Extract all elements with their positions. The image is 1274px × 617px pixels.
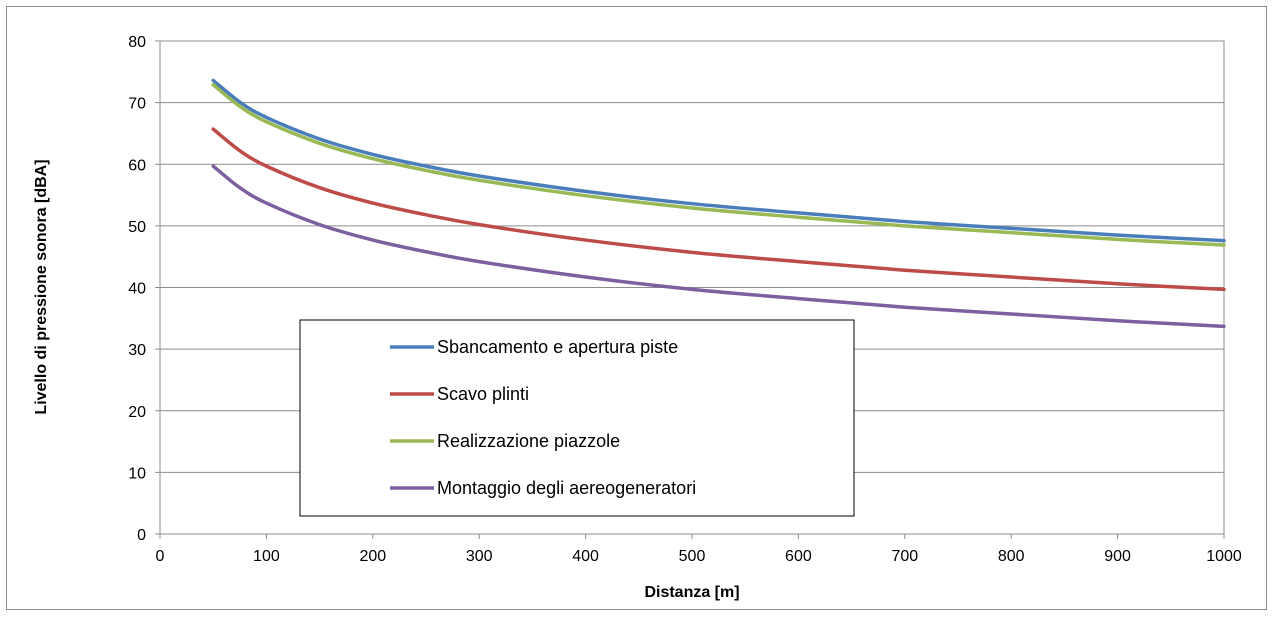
legend-label: Scavo plinti xyxy=(437,384,529,404)
y-tick-label: 80 xyxy=(128,34,146,51)
legend: Sbancamento e apertura piste Scavo plinti… xyxy=(299,319,855,517)
y-tick-label: 20 xyxy=(128,404,146,421)
series-line-montaggio-degli-aereogeneratori xyxy=(211,164,1226,329)
legend-box xyxy=(299,319,855,517)
x-tick-label: 0 xyxy=(156,548,165,565)
x-tick-label: 400 xyxy=(572,548,599,565)
x-axis-title: Distanza [m] xyxy=(644,584,739,601)
x-tick-label: 500 xyxy=(679,548,706,565)
y-tick-label: 70 xyxy=(128,96,146,113)
series-lines xyxy=(211,78,1226,329)
x-tick-label: 300 xyxy=(466,548,493,565)
series-line-realizzazione-piazzole xyxy=(211,83,1226,247)
y-tick-label: 60 xyxy=(128,157,146,174)
y-axis-title: Livello di pressione sonora [dBA] xyxy=(33,159,50,414)
x-tick-label: 200 xyxy=(359,548,386,565)
x-tick-label: 800 xyxy=(998,548,1025,565)
y-tick-label: 10 xyxy=(128,465,146,482)
x-tick-label: 900 xyxy=(1104,548,1131,565)
y-tick-label: 0 xyxy=(137,527,146,544)
legend-label: Montaggio degli aereogeneratori xyxy=(437,478,696,498)
x-tick-label: 1000 xyxy=(1206,548,1242,565)
x-tick-label: 600 xyxy=(785,548,812,565)
y-tick-label: 30 xyxy=(128,342,146,359)
series-line-scavo-plinti xyxy=(211,127,1226,292)
legend-label: Sbancamento e apertura piste xyxy=(437,337,678,357)
y-tick-label: 50 xyxy=(128,219,146,236)
legend-label: Realizzazione piazzole xyxy=(437,431,620,451)
x-tick-label: 100 xyxy=(253,548,280,565)
y-tick-label: 40 xyxy=(128,281,146,298)
x-tick-label: 700 xyxy=(891,548,918,565)
series-line-sbancamento-e-apertura-piste xyxy=(211,78,1226,243)
